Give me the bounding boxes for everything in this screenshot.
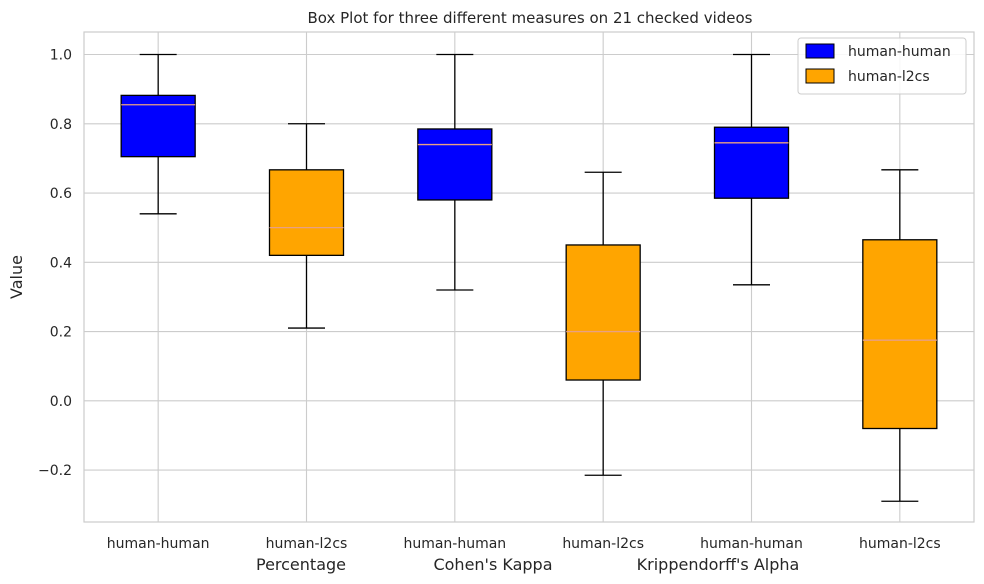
y-ticks: −0.2 0.0 0.2 0.4 0.6 0.8 1.0 [38, 48, 72, 480]
box-human-human [417, 53, 493, 291]
group-label: Cohen's Kappa [433, 555, 552, 574]
box-human-l2cs [862, 169, 938, 502]
iqr-box [713, 126, 790, 199]
x-tick-label: human-human [700, 536, 803, 552]
iqr-box [862, 239, 938, 430]
legend-label: human-l2cs [848, 69, 930, 85]
y-tick-label: −0.2 [38, 463, 72, 479]
boxes [120, 53, 938, 502]
x-ticks: human-human human-l2cs human-human human-l2… [107, 536, 941, 552]
y-tick-label: 0.4 [50, 255, 72, 271]
y-tick-label: 0.2 [50, 325, 72, 341]
legend-swatch [805, 43, 835, 59]
x-tick-label: human-human [107, 536, 210, 552]
y-tick-label: 1.0 [50, 48, 72, 64]
grid [84, 32, 974, 522]
legend-swatch [805, 68, 835, 84]
group-label: Krippendorff's Alpha [637, 555, 800, 574]
y-tick-label: 0.6 [50, 186, 72, 202]
plot-frame [83, 31, 975, 523]
legend-label: human-human [848, 44, 951, 60]
legend-frame [797, 37, 967, 95]
x-tick-label: human-l2cs [859, 536, 941, 552]
iqr-box [120, 94, 196, 158]
x-tick-label: human-human [403, 536, 506, 552]
group-label: Percentage [256, 555, 346, 574]
box-human-human [120, 53, 196, 215]
box-human-l2cs [565, 171, 641, 476]
x-tick-label: human-l2cs [562, 536, 644, 552]
box-human-l2cs [268, 123, 345, 329]
iqr-box [417, 128, 493, 201]
y-tick-label: 0.8 [50, 117, 72, 133]
y-tick-label: 0.0 [50, 394, 72, 410]
legend: human-human human-l2cs [797, 37, 967, 95]
box-human-human [713, 53, 790, 286]
iqr-box [268, 169, 345, 257]
group-labels: Percentage Cohen's Kappa Krippendorff's Al… [256, 555, 799, 574]
x-tick-label: human-l2cs [266, 536, 348, 552]
iqr-box [565, 244, 641, 381]
y-axis-label: Value [7, 255, 26, 299]
chart-title: Box Plot for three different measures on… [307, 9, 752, 27]
